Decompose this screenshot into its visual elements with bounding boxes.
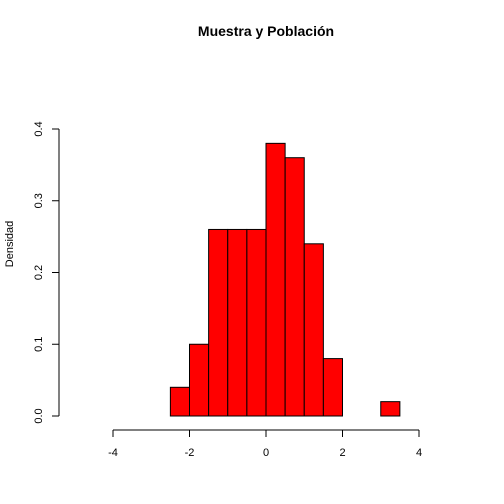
y-tick-label: 0.1 xyxy=(33,337,45,352)
chart-title: Muestra y Población xyxy=(198,23,334,39)
x-tick-label: 0 xyxy=(263,447,269,459)
histogram-bar xyxy=(189,343,210,417)
y-axis-label: Densidad xyxy=(4,221,16,267)
x-tick-label: -2 xyxy=(185,447,195,459)
histogram-bar xyxy=(169,386,190,417)
histogram-bar xyxy=(208,228,229,417)
x-tick-label: 2 xyxy=(339,447,345,459)
histogram-bar xyxy=(380,401,401,417)
histogram-bar xyxy=(284,157,305,417)
histogram-bars xyxy=(169,142,401,417)
y-tick-label: 0.4 xyxy=(33,121,45,136)
x-tick-label: 4 xyxy=(416,447,422,459)
histogram-bar xyxy=(246,228,267,417)
y-tick-label: 0.0 xyxy=(33,408,45,423)
x-axis: -4 -2 0 2 4 xyxy=(108,429,422,459)
y-tick-label: 0.3 xyxy=(33,193,45,208)
y-tick-label: 0.2 xyxy=(33,265,45,280)
y-axis: 0.0 0.1 0.2 0.3 0.4 xyxy=(33,121,60,424)
x-tick-label: -4 xyxy=(108,447,118,459)
histogram-bar xyxy=(265,142,286,417)
histogram-bar xyxy=(227,228,248,417)
histogram-bar xyxy=(303,243,324,417)
histogram-bar xyxy=(322,358,343,417)
